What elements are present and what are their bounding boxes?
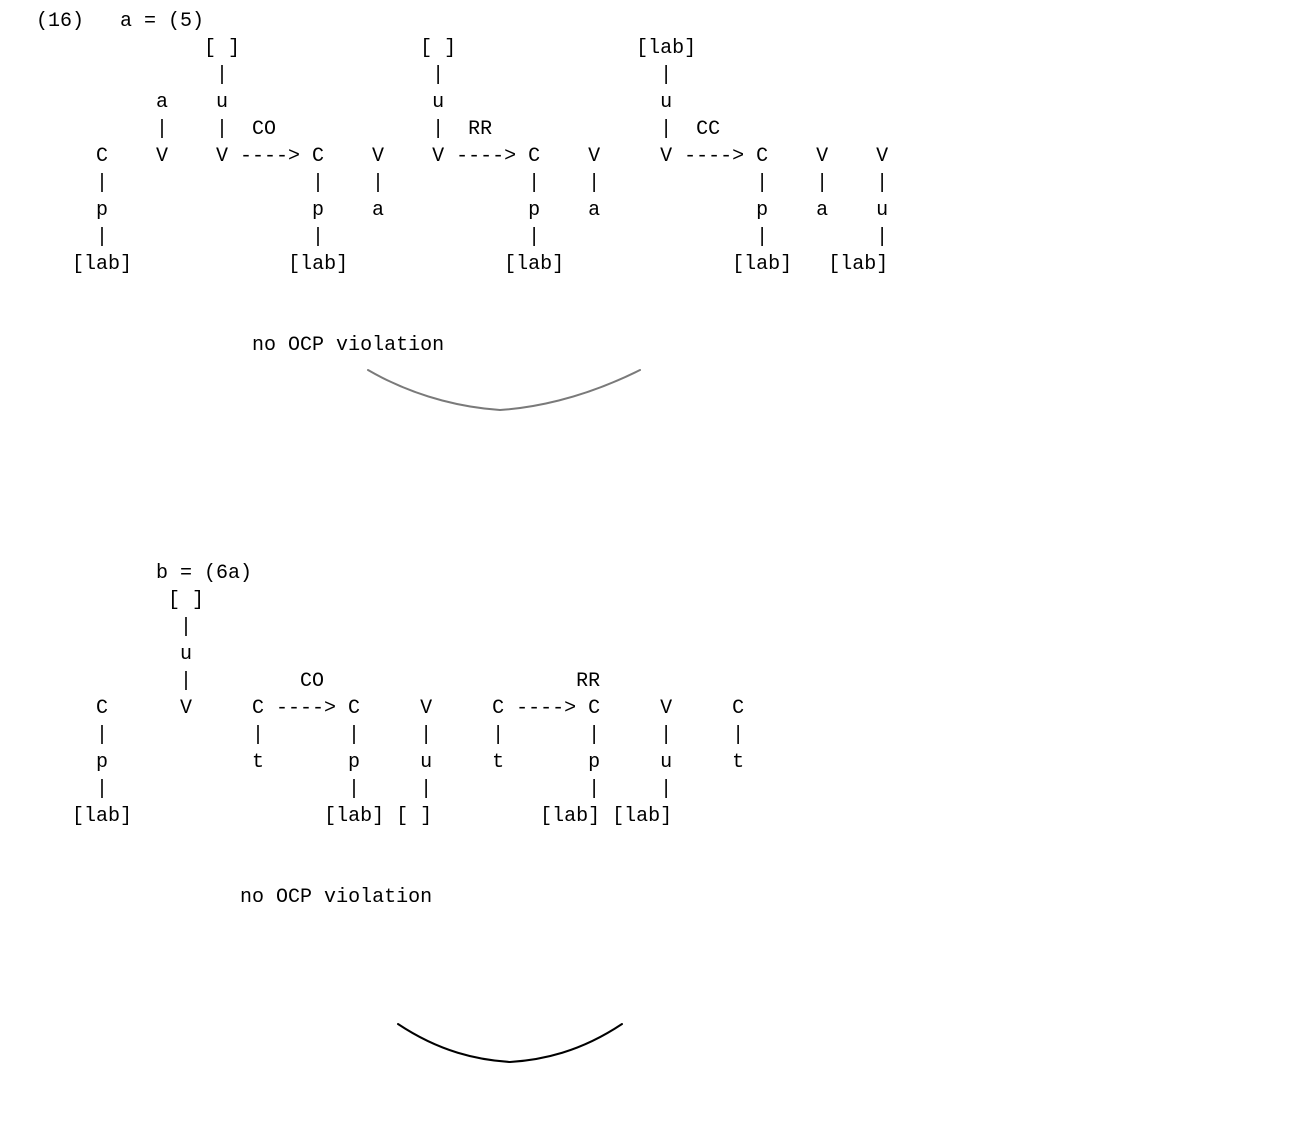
b-col2-lab: [lab] (324, 805, 384, 828)
b-col3-lab1: [lab] (540, 805, 600, 828)
a-col4-lab1: [lab] (732, 253, 792, 276)
b-col2-empty: [ ] (396, 805, 432, 828)
part-a-header: a = (5) (120, 10, 204, 33)
part-a-underbrace-path (368, 370, 640, 410)
a-arrow3-label: CC (696, 118, 720, 141)
part-b-header: b = (6a) (156, 562, 252, 585)
b-arrow1-label: CO (300, 670, 324, 693)
diagram-part-b: b = (6a) [ ] | u | CO RR C V C ----> C V… (36, 560, 744, 911)
b-col1-lab: [lab] (72, 805, 132, 828)
a-col1-lab: [lab] (72, 253, 132, 276)
part-a-caption: no OCP violation (252, 334, 444, 357)
diagram-part-a: (16) a = (5) [ ] [ ] [lab] | | | a u u u… (36, 8, 888, 359)
a-col4-lab2: [lab] (828, 253, 888, 276)
part-b-caption: no OCP violation (240, 886, 432, 909)
a-col3-lab: [lab] (504, 253, 564, 276)
a-col3-top-bracket: [lab] (636, 37, 696, 60)
a-col2-top-bracket: [ ] (420, 37, 456, 60)
b-arrow2-label: RR (576, 670, 600, 693)
b-col3-lab2: [lab] (612, 805, 672, 828)
a-arrow1-label: CO (252, 118, 276, 141)
a-arrow2-label: RR (468, 118, 492, 141)
a-col1-top-bracket: [ ] (204, 37, 240, 60)
a-col2-lab: [lab] (288, 253, 348, 276)
part-b-underbrace-path (398, 1024, 622, 1062)
b-col1-top-bracket: [ ] (168, 589, 204, 612)
figure-number: (16) (36, 10, 84, 33)
